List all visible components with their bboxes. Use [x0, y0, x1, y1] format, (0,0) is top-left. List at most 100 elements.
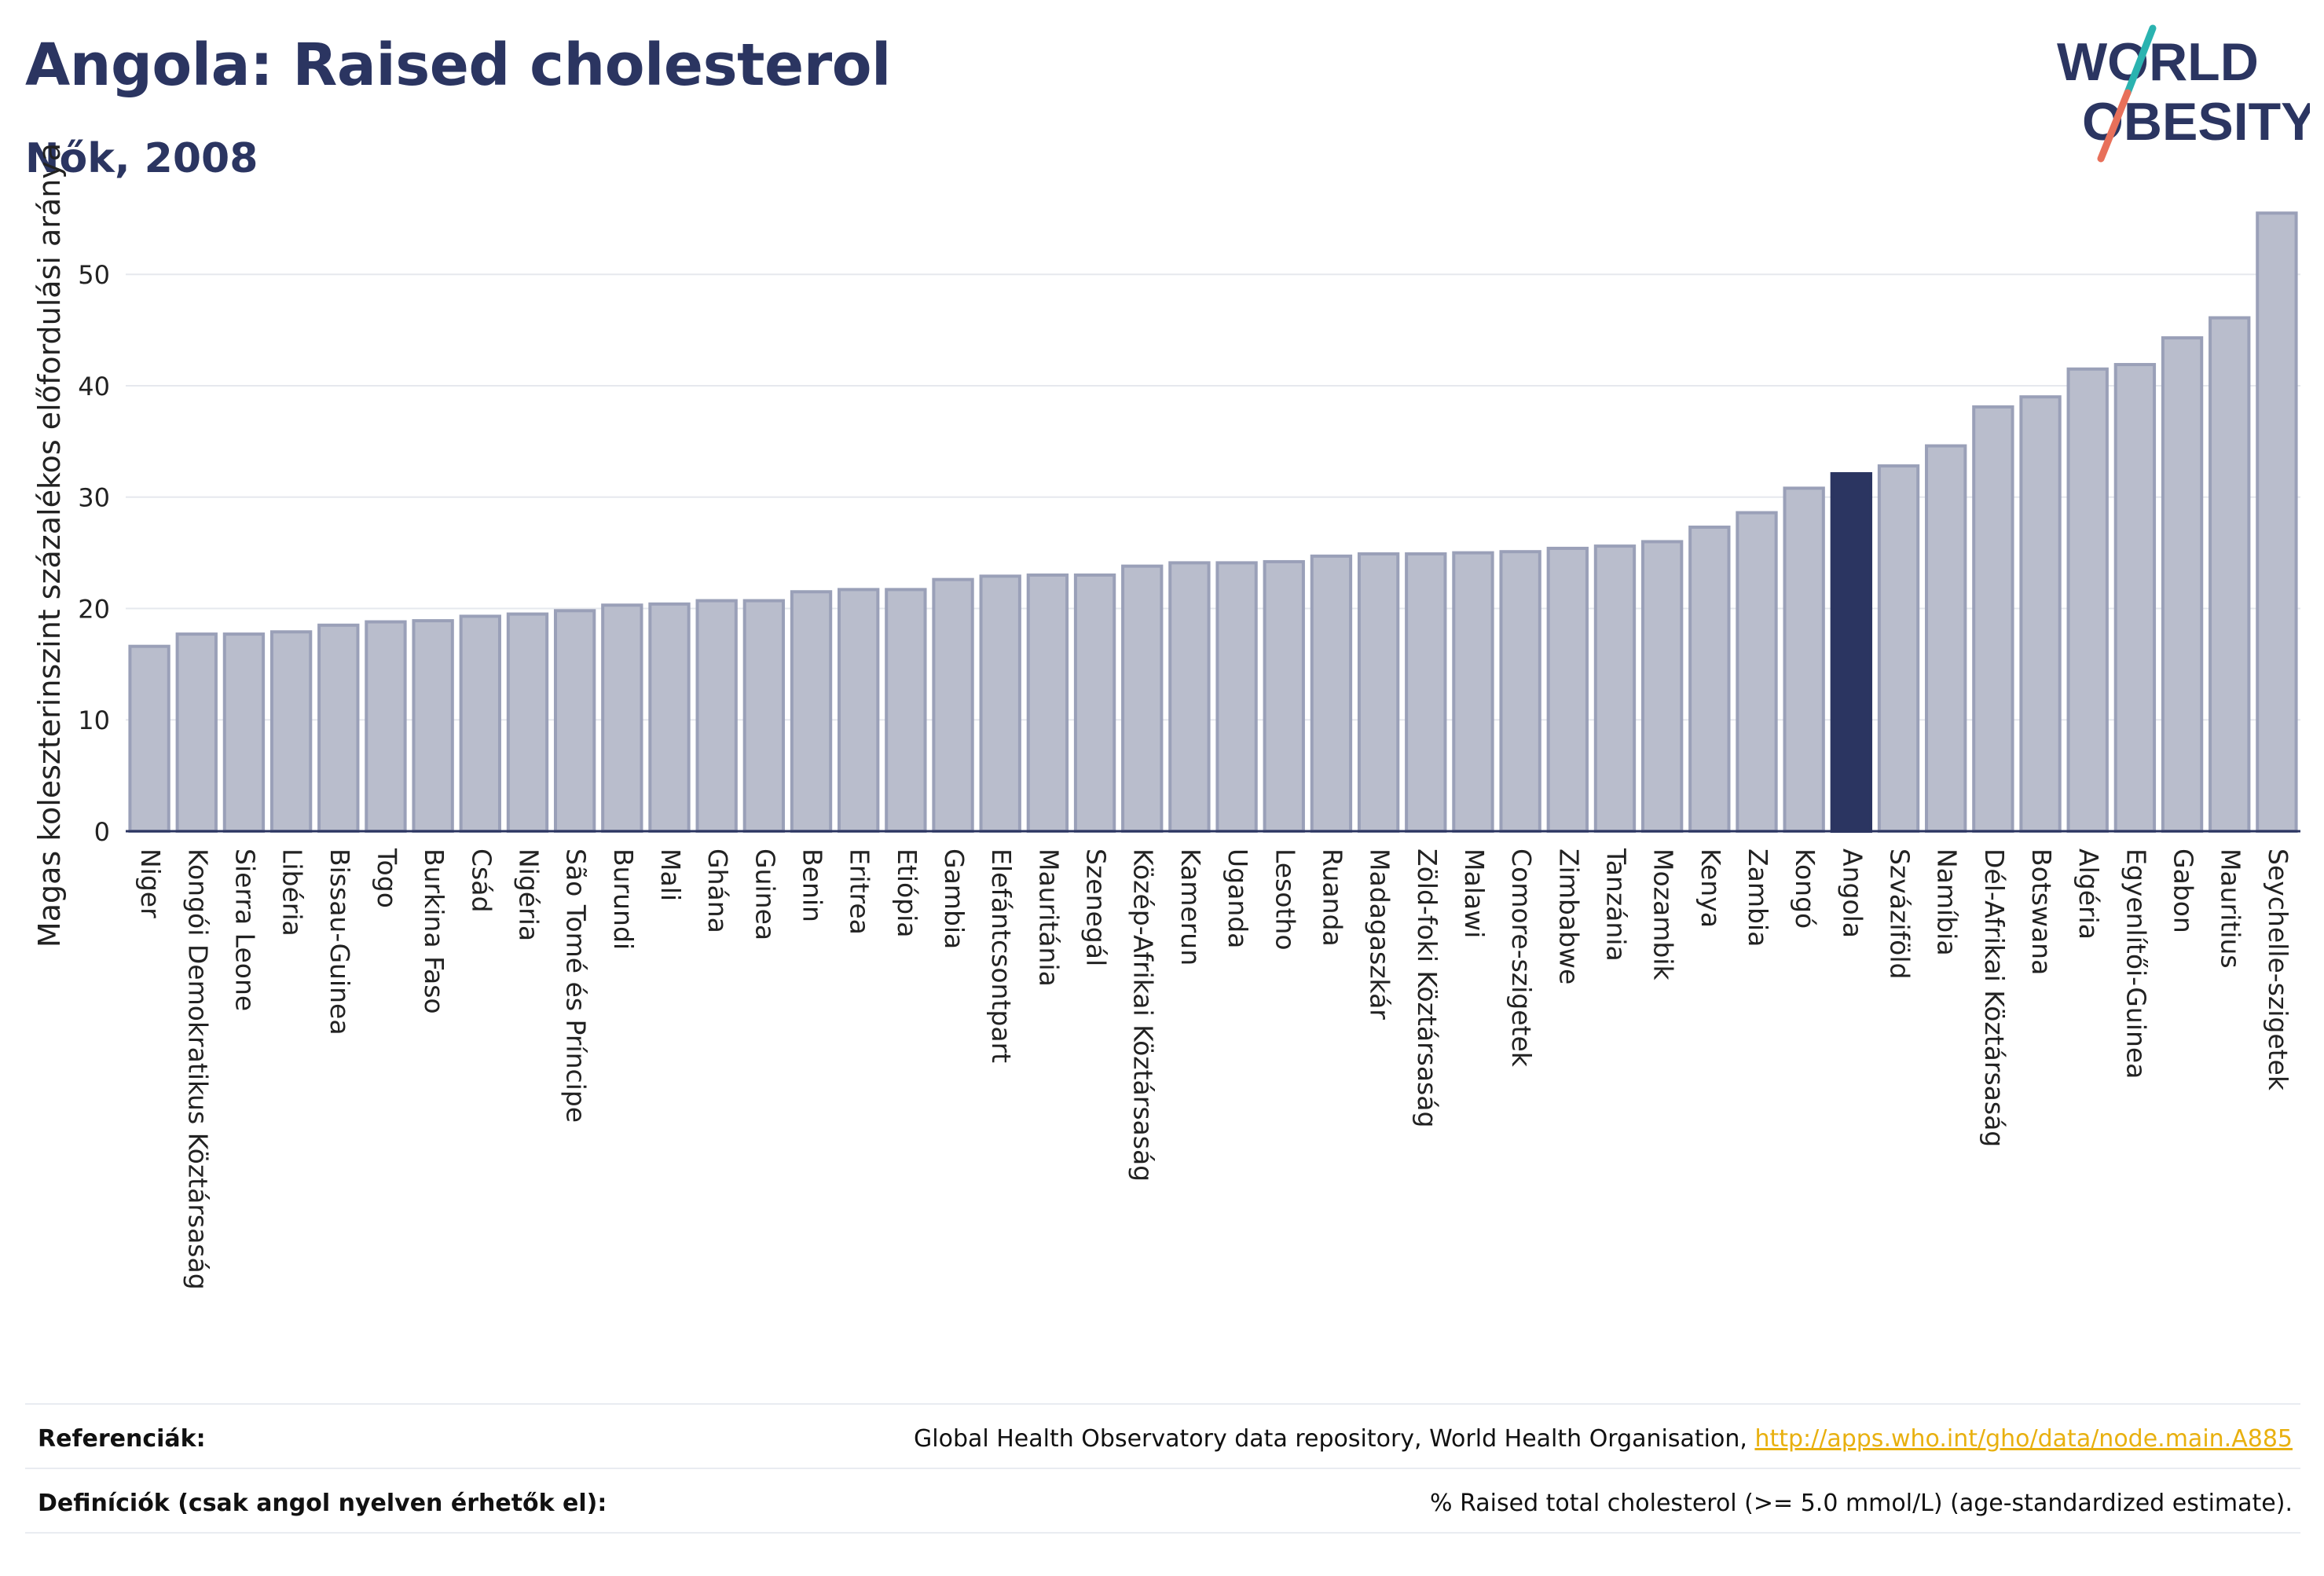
x-tick-label: Malawi [1459, 848, 1490, 938]
footer-divider-middle [25, 1468, 2300, 1469]
bar [553, 609, 596, 833]
bar [1736, 511, 1778, 833]
x-tick-label: Mali [655, 848, 686, 901]
x-tick-label: São Tomé és Príncipe [561, 848, 592, 1123]
x-tick-label: Kongó [1790, 848, 1820, 929]
x-tick-label: Angola [1837, 848, 1868, 938]
bar [979, 574, 1021, 833]
x-tick-label: Sierra Leone [229, 848, 260, 1011]
x-tick-label: Togo [372, 848, 402, 908]
x-tick-label: Niger [135, 848, 166, 918]
bar [2209, 316, 2251, 833]
bar [2113, 363, 2157, 833]
x-tick-label: Gambia [939, 848, 970, 949]
bar [932, 577, 974, 833]
chart-subtitle: Nők, 2008 [25, 135, 258, 182]
bar [269, 630, 313, 833]
bar [222, 632, 266, 833]
y-tick-label: 10 [78, 706, 110, 735]
x-tick-label: Burkina Faso [419, 848, 449, 1014]
footer-divider-top [25, 1403, 2300, 1405]
x-tick-label: Botswana [2026, 848, 2057, 975]
bar [885, 588, 927, 834]
definitions-text: % Raised total cholesterol (>= 5.0 mmol/… [1430, 1490, 2293, 1517]
bar [1026, 573, 1069, 833]
y-tick-label: 20 [78, 594, 110, 624]
x-tick-label: Uganda [1222, 848, 1253, 948]
x-tick-label: Libéria [277, 848, 308, 936]
references-source: Global Health Observatory data repositor… [914, 1425, 1755, 1453]
definitions-label: Definíciók (csak angol nyelven érhetők e… [38, 1490, 607, 1517]
y-tick-label: 40 [78, 372, 110, 401]
x-tick-label: Gabon [2168, 848, 2199, 933]
x-tick-label: Mauritius [2216, 848, 2246, 969]
x-tick-label: Bissau-Guinea [324, 848, 355, 1035]
bar [1168, 561, 1211, 834]
x-tick-label: Tanzánia [1600, 848, 1631, 962]
bar [838, 588, 880, 834]
bar [601, 603, 643, 833]
bar [1121, 564, 1164, 833]
references-link[interactable]: http://apps.who.int/gho/data/node.main.A… [1754, 1425, 2293, 1453]
x-tick-label: Mozambik [1648, 848, 1679, 980]
bar [365, 620, 407, 834]
bar [2161, 336, 2204, 833]
bar [1499, 550, 1541, 833]
bar [506, 612, 549, 833]
bar [1263, 559, 1305, 834]
bar [790, 590, 833, 834]
x-tick-label: Eritrea [845, 848, 875, 935]
bar [1546, 546, 1589, 833]
x-tick-label: Ruanda [1317, 848, 1347, 947]
x-tick-label: Kamerun [1175, 848, 1206, 966]
bar [648, 602, 691, 833]
logo-line-1: WORLD [2057, 32, 2259, 92]
bar [1593, 544, 1637, 833]
bar-chart: 0 10 20 30 40 50 Magas koleszterinszint százal… [32, 143, 2300, 1290]
x-tick-label: Zambia [1743, 848, 1773, 947]
chart-title: Angola: Raised cholesterol [25, 31, 891, 99]
bar [1640, 540, 1684, 833]
bar [459, 614, 501, 834]
bar [128, 644, 170, 834]
bar [317, 623, 360, 833]
x-tick-label: Csád [466, 848, 497, 912]
bar [2256, 211, 2298, 833]
bar [695, 599, 738, 833]
bar [1877, 464, 1920, 833]
x-tick-label: Benin [797, 848, 828, 922]
x-tick-label: Szváziföld [1885, 848, 1915, 979]
bar [2066, 367, 2109, 833]
x-tick-label: Kongói Demokratikus Köztársaság [182, 848, 213, 1290]
logo-line-2: OBESITY [2082, 92, 2310, 152]
bar [1073, 573, 1116, 833]
x-tick-label: Nigéria [513, 848, 544, 941]
x-tick-label: Elefántcsontpart [986, 848, 1017, 1063]
x-tick-label: Comore-szigetek [1506, 848, 1537, 1068]
bar [742, 599, 786, 833]
bar [2019, 395, 2062, 833]
x-tick-label: Szenegál [1081, 848, 1112, 966]
references-text: Global Health Observatory data repositor… [914, 1425, 2293, 1453]
bar [1310, 554, 1353, 833]
bar [1357, 552, 1400, 833]
bar [1925, 444, 1967, 834]
bar [1215, 561, 1258, 834]
bar [1830, 471, 1873, 834]
y-tick-label: 30 [78, 483, 110, 513]
x-tick-label: Algéria [2073, 848, 2104, 940]
x-tick-label: Etiópia [892, 848, 922, 938]
bar [1688, 526, 1731, 833]
bar [1972, 405, 2014, 833]
bar [1452, 551, 1494, 833]
y-tick-label: 50 [78, 260, 110, 290]
references-label: Referenciák: [38, 1425, 206, 1453]
x-tick-label: Burundi [608, 848, 639, 950]
x-tick-label: Zimbabwe [1553, 848, 1584, 984]
x-tick-label: Lesotho [1270, 848, 1300, 951]
footer-divider-bottom [25, 1532, 2300, 1534]
y-tick-label: 0 [94, 817, 110, 847]
x-tick-label: Kenya [1695, 848, 1726, 928]
x-tick-label: Közép-Afrikai Köztársaság [1128, 848, 1159, 1182]
x-tick-label: Seychelle-szigetek [2263, 848, 2293, 1091]
